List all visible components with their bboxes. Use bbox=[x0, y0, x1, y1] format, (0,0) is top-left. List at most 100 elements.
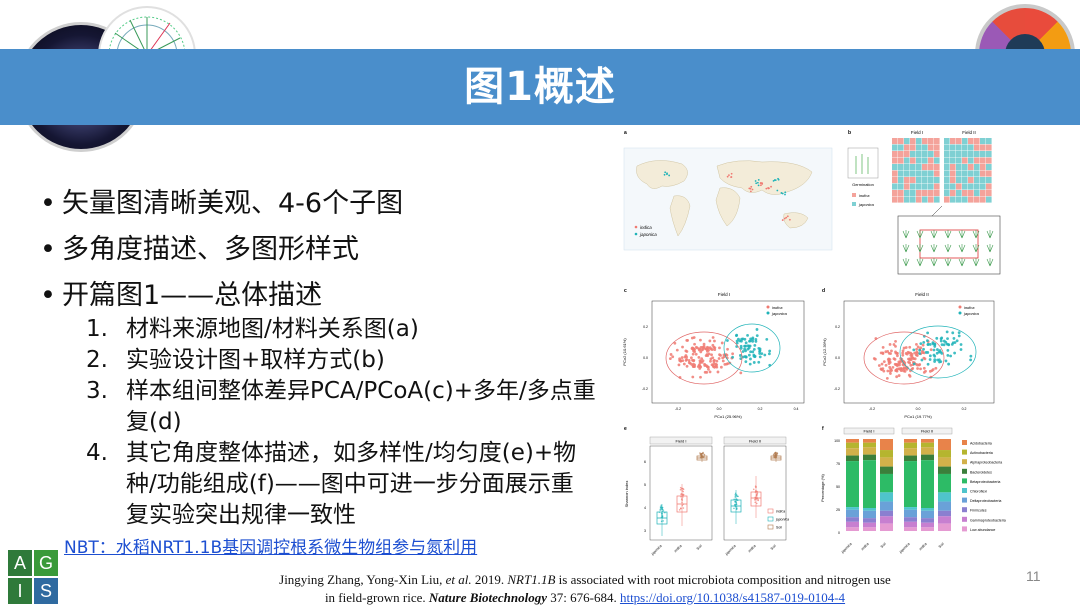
legend-label: Chloroflexi bbox=[970, 490, 987, 494]
scatter-point bbox=[969, 358, 973, 362]
stack-segment bbox=[863, 454, 876, 461]
field-label: Field I bbox=[911, 130, 923, 135]
x-tick: 0.2 bbox=[962, 407, 967, 411]
field-plot bbox=[922, 170, 928, 177]
list-number: 4. bbox=[86, 440, 108, 466]
stack-segment bbox=[863, 508, 876, 511]
map-point bbox=[757, 178, 760, 181]
doi-link[interactable]: https://doi.org/10.1038/s41587-019-0104-… bbox=[619, 590, 846, 605]
stack-segment bbox=[880, 492, 893, 502]
field-plot bbox=[974, 170, 980, 177]
scatter-point bbox=[892, 343, 896, 346]
scatter-point bbox=[739, 371, 743, 375]
map-point bbox=[776, 189, 779, 192]
nbt-article-link[interactable]: NBT：水稻NRT1.1B基因调控根系微生物组参与氮利用 bbox=[64, 538, 478, 558]
box-point bbox=[679, 488, 682, 491]
scatter-point bbox=[696, 346, 699, 350]
scatter-point bbox=[884, 350, 888, 354]
box-legend: Soil bbox=[776, 526, 782, 530]
scatter-point bbox=[708, 339, 712, 343]
field-plot bbox=[904, 170, 910, 177]
agis-logo: A G I S bbox=[8, 550, 58, 604]
field-plot bbox=[980, 157, 986, 164]
rice-plant bbox=[958, 244, 966, 253]
scatter-point bbox=[908, 345, 912, 349]
scatter-point bbox=[933, 342, 937, 346]
field-plot bbox=[956, 164, 962, 171]
x-tick: Soil bbox=[938, 542, 945, 549]
scatter-point bbox=[692, 358, 696, 362]
scatter-point bbox=[723, 362, 727, 366]
box-point bbox=[754, 501, 757, 504]
rice-plant bbox=[916, 244, 924, 253]
field-plot bbox=[944, 138, 950, 145]
scatter-point bbox=[754, 337, 758, 341]
pcoa-xlabel: PCo1 (25.96%) bbox=[714, 414, 742, 419]
scatter-point bbox=[894, 339, 897, 343]
field-plot bbox=[944, 151, 950, 158]
scatter-point bbox=[895, 351, 899, 355]
scatter-point bbox=[919, 346, 923, 350]
field-plot bbox=[928, 164, 934, 171]
legend-label: Actinobacteria bbox=[970, 451, 993, 455]
page-number: 11 bbox=[1026, 568, 1041, 584]
scatter-point bbox=[721, 359, 725, 363]
field-plot bbox=[916, 196, 922, 203]
map-point bbox=[730, 172, 733, 175]
x-tick: 0.2 bbox=[758, 407, 763, 411]
field-plot bbox=[898, 138, 904, 145]
stack-segment bbox=[938, 510, 951, 517]
field-plot bbox=[974, 151, 980, 158]
field-plot bbox=[928, 170, 934, 177]
scatter-point bbox=[716, 370, 720, 374]
legend-swatch bbox=[962, 526, 967, 532]
scatter-point bbox=[881, 345, 885, 349]
scatter-point bbox=[668, 357, 672, 360]
rice-plant bbox=[930, 230, 938, 239]
field-plot bbox=[974, 144, 980, 151]
scatter-point bbox=[699, 338, 702, 342]
scatter-point bbox=[882, 360, 886, 364]
field-plot bbox=[962, 144, 968, 151]
scatter-point bbox=[681, 345, 684, 349]
scatter-point bbox=[748, 362, 752, 366]
x-tick: 0.0 bbox=[717, 407, 722, 411]
list-item: 1. 材料来源地图/材料关系图(a) bbox=[86, 314, 596, 345]
field-plot bbox=[956, 138, 962, 145]
legend-label: Alphaproteobacteria bbox=[970, 461, 1002, 465]
x-tick: Soil bbox=[880, 542, 887, 549]
rice-plant bbox=[902, 244, 910, 253]
field-plot bbox=[980, 144, 986, 151]
scatter-point bbox=[912, 348, 916, 352]
stack-segment bbox=[921, 508, 934, 511]
list-number: 1. bbox=[86, 316, 108, 342]
rice-plant bbox=[916, 258, 924, 267]
scatter-point bbox=[901, 353, 905, 357]
x-tick: indica bbox=[918, 542, 927, 551]
scatter-point bbox=[697, 355, 701, 359]
map-point bbox=[765, 187, 768, 190]
scatter-point bbox=[758, 355, 762, 359]
scatter-point bbox=[897, 374, 901, 377]
field-plot bbox=[922, 164, 928, 171]
field-plot bbox=[934, 190, 940, 197]
list-text: 其它角度整体描述，如多样性/均匀度(e)+物种/功能组成(f)——图中可进一步分… bbox=[126, 440, 577, 528]
title-bar bbox=[0, 49, 1080, 125]
scatter-point bbox=[768, 349, 772, 353]
field-plot bbox=[962, 177, 968, 184]
field-plot bbox=[974, 177, 980, 184]
field-plot bbox=[916, 183, 922, 190]
legend-swatch bbox=[962, 497, 967, 503]
scatter-point bbox=[735, 333, 739, 337]
scatter-point bbox=[932, 348, 936, 352]
numbered-list: 1. 材料来源地图/材料关系图(a) 2. 实验设计图+取样方式(b) 3. 样… bbox=[86, 314, 596, 531]
scatter-point bbox=[915, 347, 918, 351]
map-point bbox=[785, 216, 788, 219]
facet-label: Field II bbox=[749, 439, 761, 444]
field-plot bbox=[934, 170, 940, 177]
field-plot bbox=[934, 196, 940, 203]
rice-plant bbox=[944, 244, 952, 253]
stack-segment bbox=[921, 518, 934, 523]
field-plot bbox=[950, 177, 956, 184]
box-point bbox=[772, 454, 775, 456]
